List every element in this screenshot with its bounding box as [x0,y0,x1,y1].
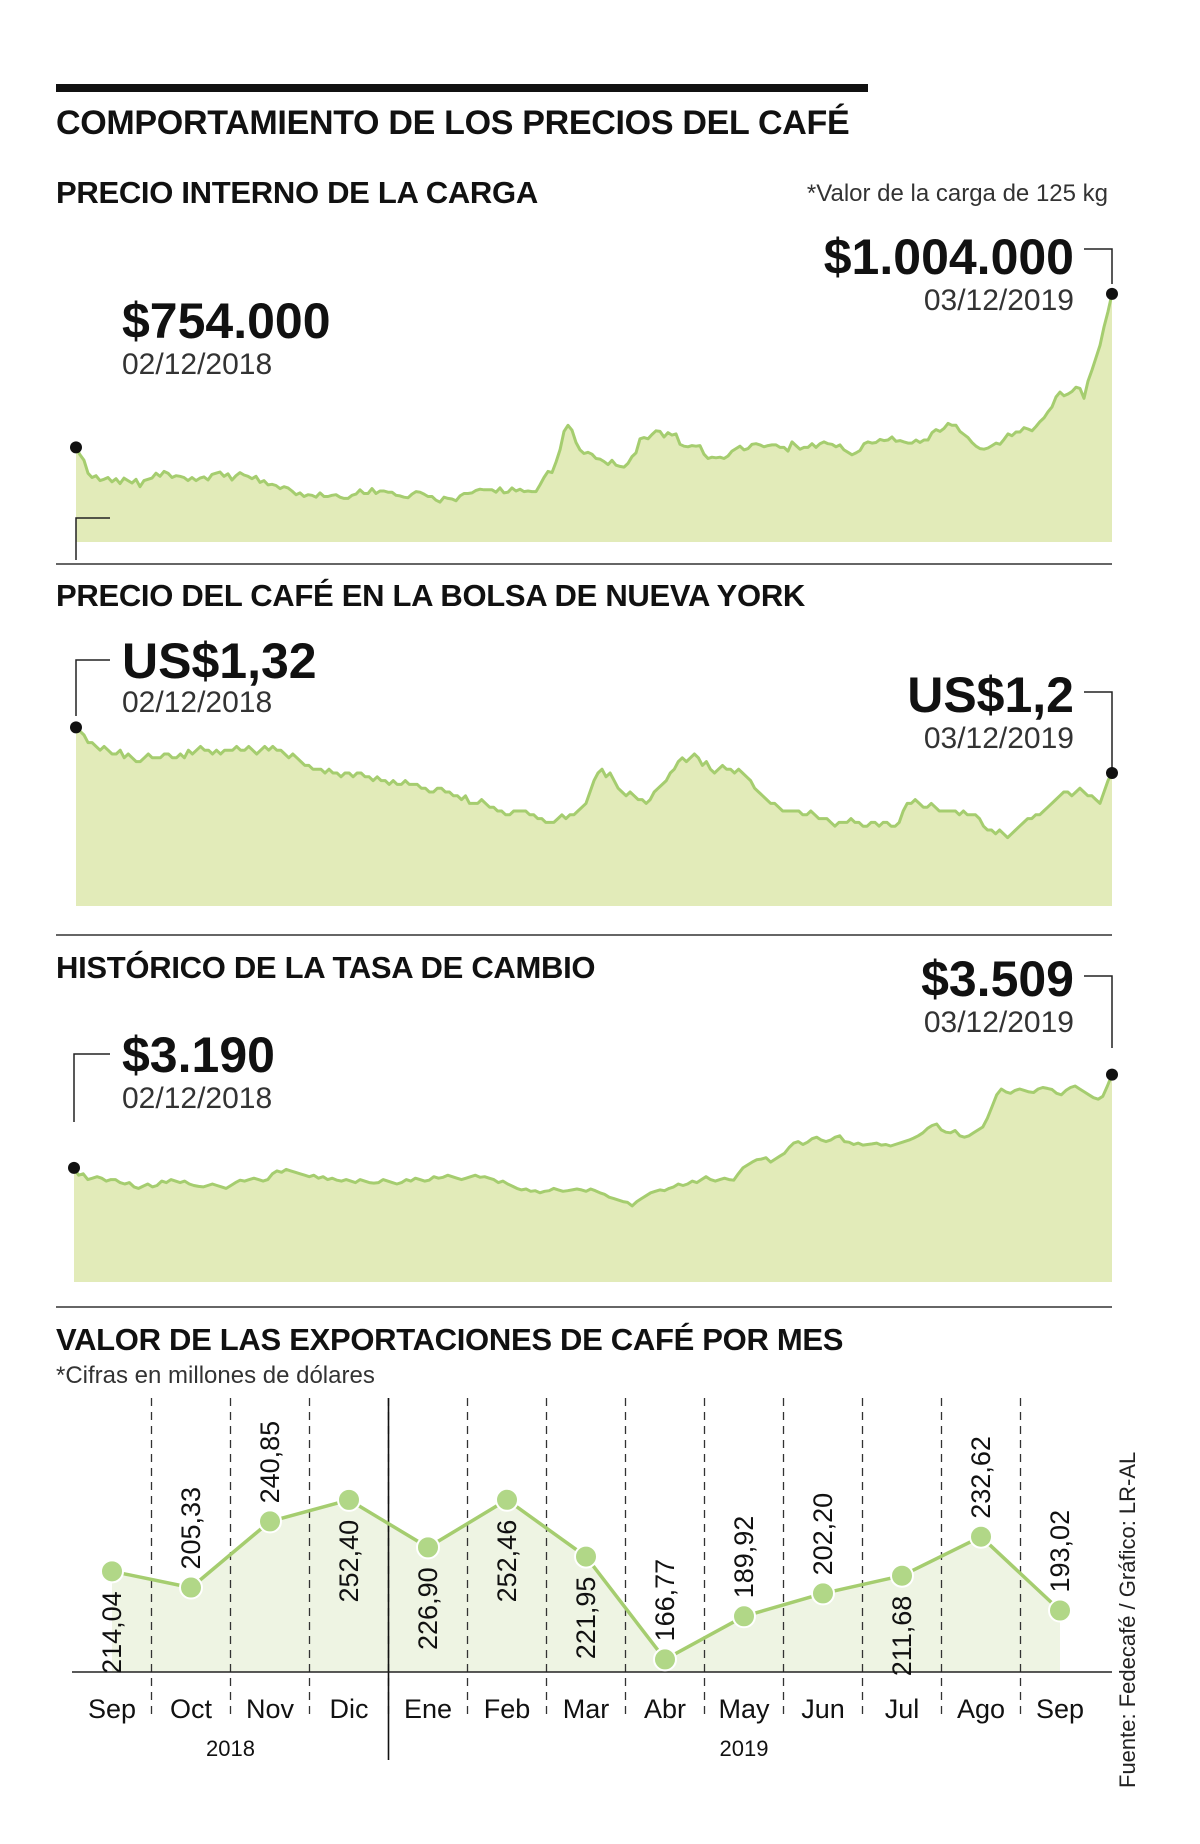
exportaciones-note: *Cifras en millones de dólares [56,1362,375,1389]
carga-start-value: $754.000 [122,293,331,349]
data-point [495,1487,519,1512]
year-label: 2018 [206,1736,255,1761]
source-credit: Fuente: Fedecafé / Gráfico: LR-AL [1115,1451,1140,1788]
tasa-area-chart [68,975,1118,1282]
month-label: May [718,1694,770,1724]
bolsa-start-value: US$1,32 [122,633,317,689]
exportaciones-area [112,1499,1060,1672]
bolsa-start-date: 02/12/2018 [122,686,273,719]
data-point [574,1544,598,1569]
carga-note: *Valor de la carga de 125 kg [806,180,1108,207]
bolsa-end-leader [1084,691,1113,768]
data-point [1048,1598,1072,1623]
exportaciones-title: VALOR DE LAS EXPORTACIONES DE CAFÉ POR M… [56,1322,844,1357]
carga-line [74,293,1114,504]
bolsa-start-marker [70,721,82,734]
bolsa-end-marker [1106,767,1118,779]
data-point [811,1581,835,1606]
tasa-end-marker [1106,1068,1118,1081]
month-label: Sep [88,1694,136,1724]
data-point [337,1487,361,1512]
bolsa-line [74,726,1114,840]
tasa-title: HISTÓRICO DE LA TASA DE CAMBIO [56,950,596,985]
data-label: 166,77 [650,1559,680,1642]
data-label: 214,04 [97,1591,127,1674]
tasa-start-leader [73,1053,110,1122]
data-label: 226,90 [413,1567,443,1650]
tasa-area [74,1074,1112,1282]
data-point [416,1535,440,1560]
tasa-start-value: $3.190 [122,1027,275,1083]
year-label: 2019 [720,1736,769,1761]
carga-end-leader [1084,248,1113,284]
data-label: 189,92 [729,1516,759,1599]
divider [56,934,1112,936]
tasa-end-leader [1084,975,1113,1048]
tasa-start-date: 02/12/2018 [122,1082,273,1115]
month-label: Abr [644,1694,686,1724]
data-label: 211,68 [887,1596,917,1677]
data-point [258,1509,282,1534]
bolsa-start-leader [75,659,110,716]
data-label: 252,40 [334,1520,364,1603]
tasa-end-date: 03/12/2019 [923,1006,1074,1039]
data-point [653,1647,677,1672]
bolsa-end-date: 03/12/2019 [923,722,1074,755]
carga-end-value: $1.004.000 [823,229,1074,285]
carga-area [76,293,1112,542]
month-label: Ene [404,1694,452,1724]
infographic-title: COMPORTAMIENTO DE LOS PRECIOS DEL CAFÉ [56,104,850,142]
month-label: Mar [563,1694,610,1724]
carga-start-leader [75,517,110,560]
bolsa-area-chart [70,659,1118,906]
data-label: 202,20 [808,1493,838,1576]
tasa-line [72,1074,1114,1208]
tasa-end-value: $3.509 [921,951,1074,1007]
exportaciones-line-chart: 214,04 Sep 205,33 Oct 240,85 Nov 252,40 Dic 226,… [72,1398,1112,1761]
data-point [179,1575,203,1600]
divider [56,1306,1112,1308]
bolsa-end-value: US$1,2 [907,667,1074,723]
title-rule [56,84,868,92]
data-point [969,1524,993,1549]
bolsa-title: PRECIO DEL CAFÉ EN LA BOLSA DE NUEVA YOR… [56,578,806,613]
carga-start-marker [70,441,82,454]
carga-start-date: 02/12/2018 [122,348,273,381]
data-point [732,1604,756,1629]
carga-title: PRECIO INTERNO DE LA CARGA [56,175,538,210]
data-label: 232,62 [966,1436,996,1519]
data-label: 205,33 [176,1487,206,1570]
month-label: Feb [484,1694,531,1724]
month-label: Jun [801,1694,845,1724]
data-label: 193,02 [1045,1510,1075,1593]
bolsa-area [76,727,1112,906]
month-label: Oct [170,1694,213,1724]
month-label: Ago [957,1694,1005,1724]
tasa-start-marker [68,1161,80,1174]
carga-area-chart [70,248,1118,560]
data-label: 240,85 [255,1421,285,1504]
month-label: Jul [885,1694,920,1724]
data-label: 252,46 [492,1520,522,1603]
month-label: Nov [246,1694,295,1724]
data-point [890,1563,914,1588]
carga-end-date: 03/12/2019 [923,284,1074,317]
data-point [100,1559,124,1584]
divider [56,563,1112,565]
month-label: Sep [1036,1694,1084,1724]
month-label: Dic [330,1694,369,1724]
carga-end-marker [1106,287,1118,300]
data-label: 221,95 [571,1577,601,1660]
